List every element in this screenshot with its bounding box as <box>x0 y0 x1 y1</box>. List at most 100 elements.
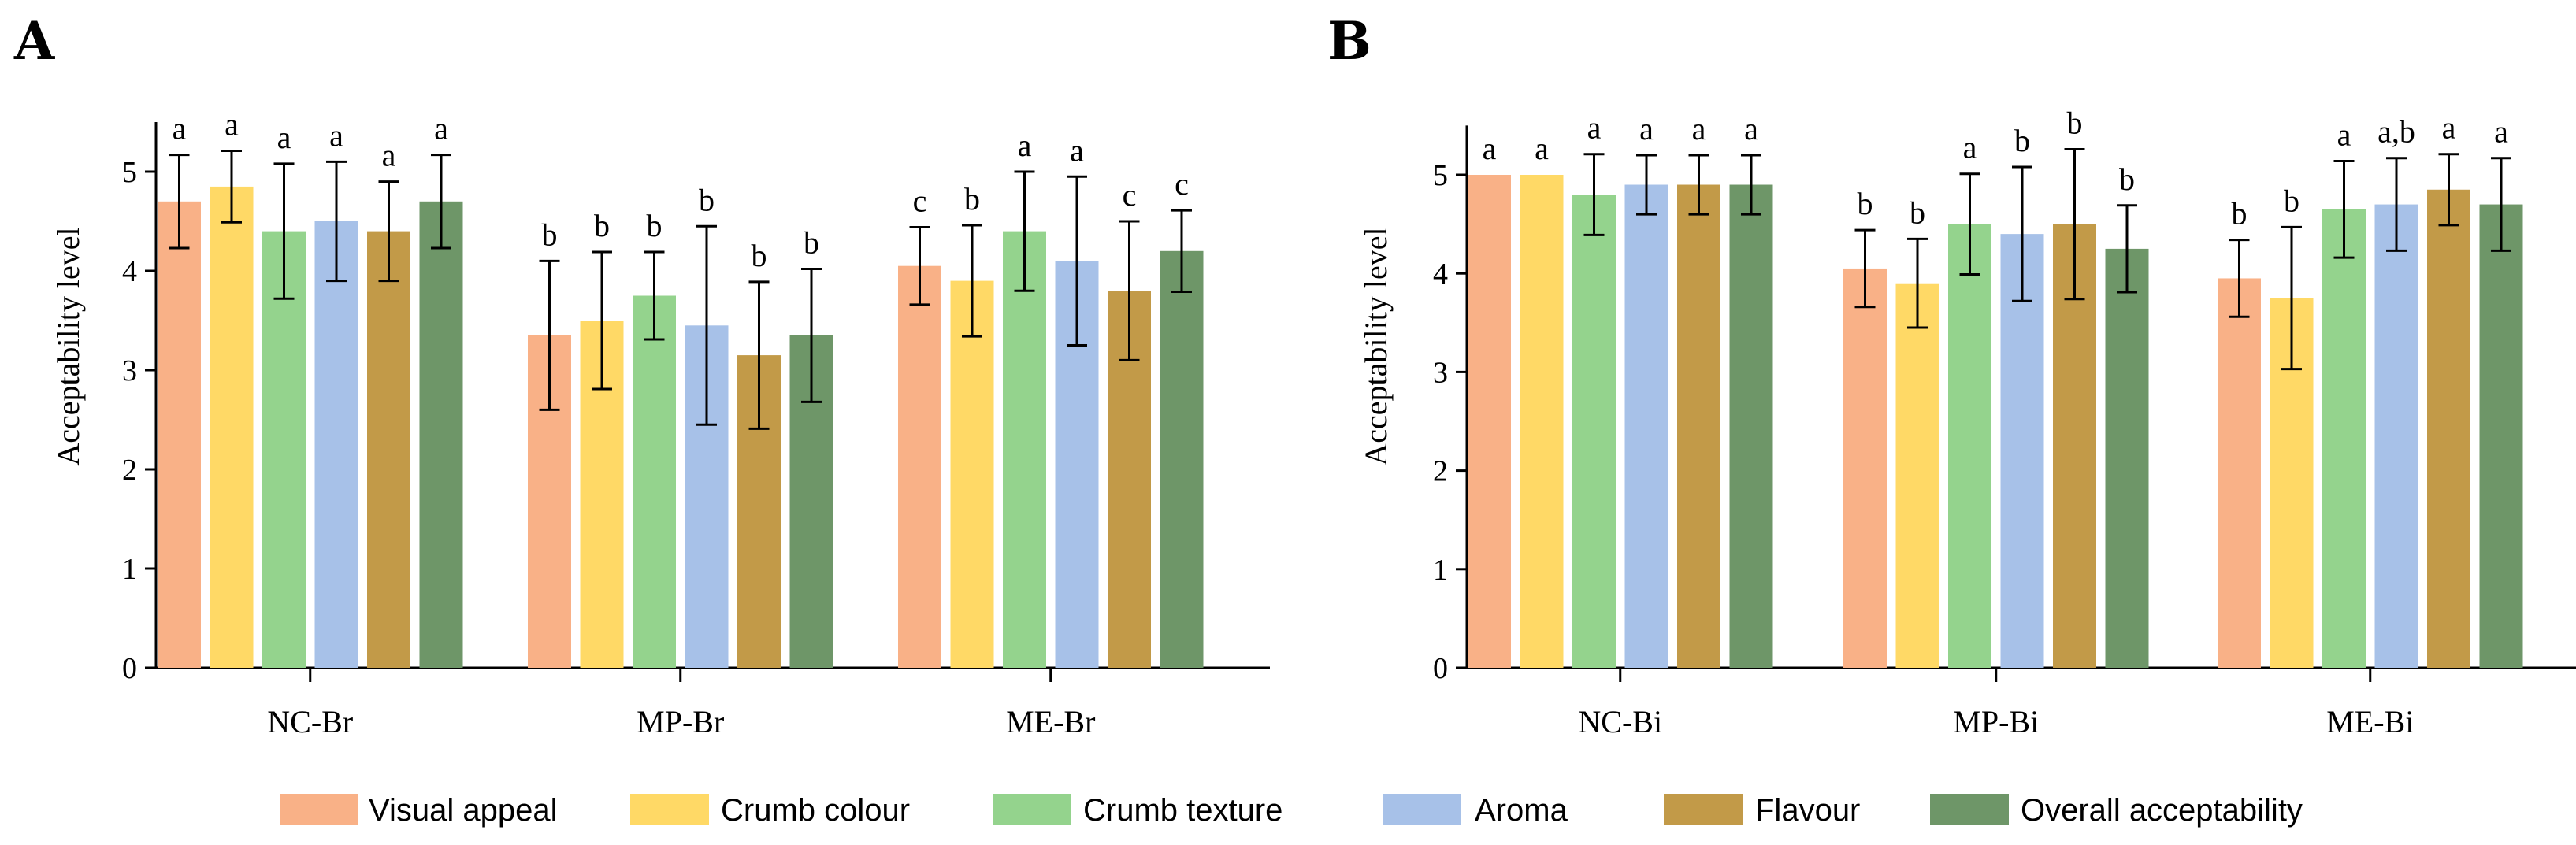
legend-swatch-flavour <box>1664 794 1743 825</box>
y-tick-label: 3 <box>1433 356 1448 389</box>
significance-label: b <box>542 217 558 252</box>
bar-mp-bi-aroma <box>2000 234 2044 668</box>
bar-mp-bi-crumb-texture <box>1948 224 1991 669</box>
y-tick-label: 5 <box>1433 159 1448 192</box>
significance-label: c <box>1175 166 1189 202</box>
legend-swatch-visual-appeal <box>280 794 358 825</box>
significance-label: a <box>2337 117 2351 152</box>
significance-label: c <box>1123 177 1137 213</box>
legend-label-flavour: Flavour <box>1755 793 1860 828</box>
significance-label: a <box>1018 128 1032 163</box>
legend-label-crumb-texture: Crumb texture <box>1083 793 1282 828</box>
bar-mp-bi-overall-acceptability <box>2105 248 2149 668</box>
significance-label: b <box>647 208 663 243</box>
bar-nc-br-visual-appeal <box>158 201 201 669</box>
significance-label: b <box>699 182 715 217</box>
significance-label: a <box>1483 131 1497 166</box>
bar-nc-bi-overall-acceptability <box>1729 184 1773 668</box>
y-tick-label: 3 <box>122 354 137 387</box>
bar-me-bi-crumb-texture <box>2322 209 2366 668</box>
panel-letter-b: B <box>1327 10 1372 72</box>
panel-a: 0 1 2 3 4 5 NC-Br a a a a a a MP-Br b b b b b b ME-Br c b a a c c <box>122 107 1270 739</box>
bar-nc-br-overall-acceptability <box>419 201 463 669</box>
bar-me-br-crumb-texture <box>1003 231 1046 669</box>
x-tick-label-me-br: ME-Br <box>1006 704 1095 739</box>
significance-label: b <box>1858 186 1873 221</box>
significance-label: b <box>1910 195 1925 230</box>
legend-label-crumb-colour: Crumb colour <box>721 793 910 828</box>
bar-nc-br-crumb-colour <box>210 186 254 668</box>
significance-label: a <box>434 111 448 146</box>
x-tick-label-nc-br: NC-Br <box>267 704 353 739</box>
significance-label: a,b <box>2377 114 2415 150</box>
significance-label: a <box>1963 130 1977 165</box>
significance-label: c <box>913 183 927 219</box>
significance-label: b <box>594 208 610 243</box>
significance-label: a <box>1692 111 1706 146</box>
significance-label: b <box>752 238 767 273</box>
y-tick-label: 0 <box>1433 652 1448 685</box>
significance-label: b <box>964 181 980 217</box>
x-tick-label-nc-bi: NC-Bi <box>1578 704 1662 739</box>
legend-label-aroma: Aroma <box>1475 793 1568 828</box>
y-tick-label: 5 <box>122 156 137 189</box>
significance-label: a <box>382 138 396 173</box>
legend-swatch-crumb-texture <box>993 794 1071 825</box>
significance-label: a <box>1587 110 1602 146</box>
significance-label: b <box>2119 161 2135 197</box>
bar-me-bi-flavour <box>2427 189 2470 668</box>
bar-nc-br-crumb-texture <box>262 231 306 669</box>
bar-nc-bi-crumb-texture <box>1572 195 1616 669</box>
y-axis-label-b: Acceptability level <box>1358 227 1394 465</box>
significance-label: b <box>2014 123 2030 158</box>
x-tick-label-me-bi: ME-Bi <box>2326 704 2414 739</box>
legend-swatch-crumb-colour <box>630 794 709 825</box>
legend-swatch-aroma <box>1383 794 1461 825</box>
bar-me-br-visual-appeal <box>898 265 941 668</box>
bar-me-bi-overall-acceptability <box>2479 204 2523 668</box>
y-tick-label: 0 <box>122 652 137 685</box>
significance-label: a <box>1070 132 1084 168</box>
significance-label: b <box>804 224 819 260</box>
significance-label: a <box>225 107 239 143</box>
significance-label: a <box>173 111 187 146</box>
bar-me-br-crumb-colour <box>950 280 994 668</box>
significance-label: a <box>2442 110 2456 146</box>
significance-label: a <box>1535 131 1549 166</box>
y-tick-label: 1 <box>122 553 137 586</box>
bar-nc-br-flavour <box>367 231 410 669</box>
y-tick-label: 2 <box>122 454 137 487</box>
significance-label: b <box>2067 105 2083 140</box>
x-tick-label-mp-br: MP-Br <box>637 704 724 739</box>
significance-label: a <box>2494 114 2508 150</box>
legend-label-visual-appeal: Visual appeal <box>369 793 557 828</box>
y-tick-label: 2 <box>1433 455 1448 488</box>
significance-label: a <box>1639 111 1654 146</box>
legend-swatch-overall-acceptability <box>1930 794 2009 825</box>
bar-nc-bi-visual-appeal <box>1468 175 1511 668</box>
bar-mp-br-crumb-texture <box>633 295 676 668</box>
bar-me-bi-aroma <box>2374 204 2418 668</box>
bar-me-bi-visual-appeal <box>2218 278 2261 668</box>
legend: Visual appeal Crumb colour Crumb texture… <box>280 793 2303 828</box>
y-tick-label: 4 <box>122 255 137 288</box>
panel-letter-a: A <box>13 10 55 72</box>
y-tick-label: 1 <box>1433 554 1448 587</box>
significance-label: b <box>2232 196 2248 232</box>
bar-nc-bi-crumb-colour <box>1520 175 1564 668</box>
significance-label: a <box>329 117 343 153</box>
bar-nc-bi-aroma <box>1624 184 1668 668</box>
x-tick-label-mp-bi: MP-Bi <box>1953 704 2039 739</box>
y-axis-label-a: Acceptability level <box>50 227 86 465</box>
bar-nc-br-aroma <box>314 221 358 668</box>
significance-label: a <box>1744 111 1758 146</box>
bar-mp-bi-crumb-colour <box>1895 283 1939 668</box>
significance-label: a <box>277 120 291 155</box>
bar-me-br-overall-acceptability <box>1160 250 1204 668</box>
bar-nc-bi-flavour <box>1677 184 1720 668</box>
bar-mp-bi-visual-appeal <box>1843 268 1887 668</box>
significance-label: b <box>2284 183 2299 218</box>
panel-b: 0 1 2 3 4 5 NC-Bi a a a a a a MP-Bi b b a b b b ME-Bi b b a a,b a… <box>1433 105 2576 739</box>
